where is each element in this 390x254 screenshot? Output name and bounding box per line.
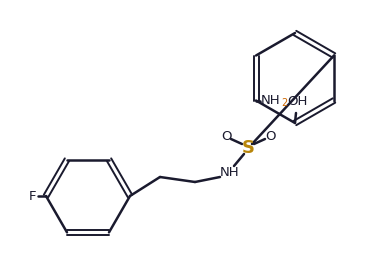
Text: NH: NH [261,94,281,107]
Text: O: O [221,130,231,142]
Text: NH: NH [220,166,240,179]
Text: 2: 2 [281,98,287,107]
Text: O: O [265,130,275,142]
Text: OH: OH [287,95,307,108]
Text: F: F [28,189,36,202]
Text: S: S [241,139,255,157]
